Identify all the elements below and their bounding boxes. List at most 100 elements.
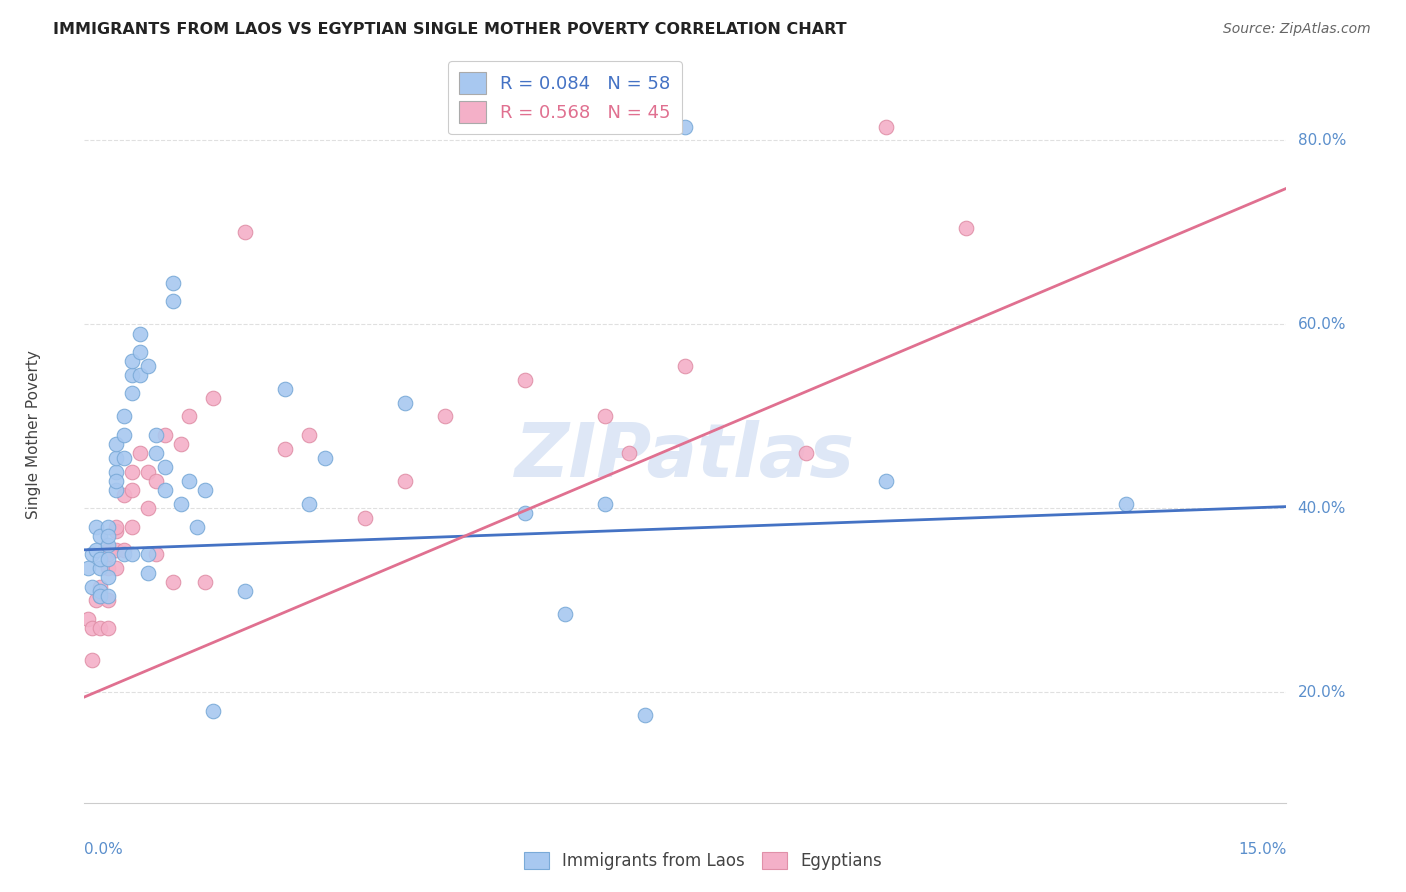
Point <box>114 450 135 465</box>
Point <box>169 497 191 511</box>
Point <box>77 561 100 575</box>
Point <box>145 446 167 460</box>
Point <box>97 552 120 566</box>
Point <box>89 589 111 603</box>
Point <box>105 437 128 451</box>
Point <box>274 442 297 456</box>
Point <box>89 580 111 594</box>
Point <box>875 474 897 488</box>
Point <box>515 506 537 520</box>
Point <box>274 382 297 396</box>
Point <box>121 354 143 368</box>
Point <box>121 465 143 479</box>
Point <box>77 612 100 626</box>
Point <box>114 542 135 557</box>
Point <box>97 542 120 557</box>
Point <box>82 653 104 667</box>
Point <box>177 409 200 424</box>
Point <box>162 294 184 309</box>
Point <box>177 474 200 488</box>
Point <box>394 474 416 488</box>
Point <box>138 501 160 516</box>
Point <box>162 276 184 290</box>
Point <box>105 450 128 465</box>
Point <box>201 391 224 405</box>
Point <box>82 621 104 635</box>
Point <box>1115 497 1137 511</box>
Point <box>121 386 143 401</box>
Point <box>105 524 128 539</box>
Point <box>105 483 128 497</box>
Point <box>169 437 191 451</box>
Point <box>675 120 697 134</box>
Point <box>354 510 377 524</box>
Text: 15.0%: 15.0% <box>1239 842 1286 856</box>
Text: Single Mother Poverty: Single Mother Poverty <box>27 351 41 519</box>
Point <box>233 584 256 599</box>
Point <box>86 542 108 557</box>
Text: Source: ZipAtlas.com: Source: ZipAtlas.com <box>1223 22 1371 37</box>
Point <box>97 570 120 584</box>
Point <box>105 561 128 575</box>
Point <box>201 704 224 718</box>
Point <box>194 483 217 497</box>
Point <box>129 368 152 382</box>
Point <box>233 226 256 240</box>
Point <box>121 548 143 562</box>
Point <box>97 520 120 534</box>
Point <box>138 548 160 562</box>
Point <box>114 488 135 502</box>
Point <box>97 548 120 562</box>
Point <box>97 621 120 635</box>
Point <box>394 395 416 409</box>
Point <box>121 483 143 497</box>
Point <box>121 520 143 534</box>
Legend: Immigrants from Laos, Egyptians: Immigrants from Laos, Egyptians <box>517 845 889 877</box>
Text: 40.0%: 40.0% <box>1298 501 1346 516</box>
Point <box>145 548 167 562</box>
Point <box>114 409 135 424</box>
Point <box>129 345 152 359</box>
Point <box>515 373 537 387</box>
Point <box>89 589 111 603</box>
Point <box>97 561 120 575</box>
Point <box>145 428 167 442</box>
Point <box>86 520 108 534</box>
Point <box>153 483 176 497</box>
Point <box>138 566 160 580</box>
Point <box>105 542 128 557</box>
Point <box>89 529 111 543</box>
Point <box>105 474 128 488</box>
Point <box>138 465 160 479</box>
Point <box>554 607 576 622</box>
Point <box>138 359 160 373</box>
Point <box>634 708 657 723</box>
Point <box>89 621 111 635</box>
Point <box>314 450 336 465</box>
Point <box>82 548 104 562</box>
Point <box>145 474 167 488</box>
Point <box>875 120 897 134</box>
Point <box>298 428 321 442</box>
Point <box>434 409 457 424</box>
Point <box>114 548 135 562</box>
Point <box>298 497 321 511</box>
Text: IMMIGRANTS FROM LAOS VS EGYPTIAN SINGLE MOTHER POVERTY CORRELATION CHART: IMMIGRANTS FROM LAOS VS EGYPTIAN SINGLE … <box>53 22 846 37</box>
Point <box>86 593 108 607</box>
Legend: R = 0.084   N = 58, R = 0.568   N = 45: R = 0.084 N = 58, R = 0.568 N = 45 <box>449 62 682 134</box>
Text: 0.0%: 0.0% <box>84 842 124 856</box>
Text: 20.0%: 20.0% <box>1298 685 1346 700</box>
Point <box>89 561 111 575</box>
Point <box>97 538 120 552</box>
Point <box>186 520 208 534</box>
Point <box>595 409 617 424</box>
Text: ZIPatlas: ZIPatlas <box>516 420 855 493</box>
Point <box>89 552 111 566</box>
Point <box>595 497 617 511</box>
Point <box>153 460 176 475</box>
Point <box>105 465 128 479</box>
Text: 80.0%: 80.0% <box>1298 133 1346 148</box>
Point <box>97 589 120 603</box>
Point <box>955 220 977 235</box>
Point <box>89 584 111 599</box>
